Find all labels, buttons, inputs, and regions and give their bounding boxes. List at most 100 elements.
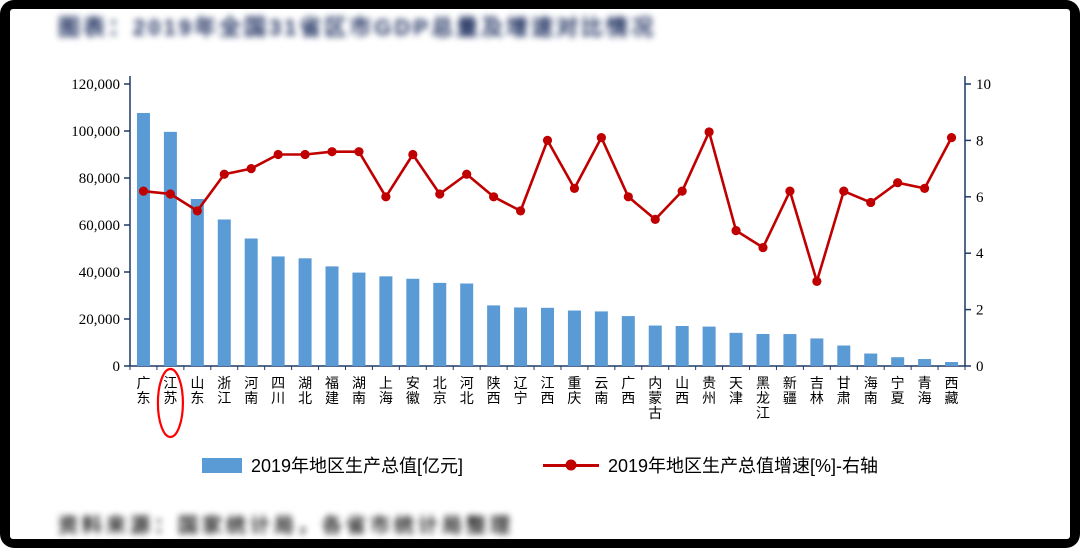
bar-浙江 <box>217 219 231 366</box>
right-tick-label: 4 <box>976 246 984 262</box>
bar-四川 <box>271 256 285 366</box>
bar-福建 <box>325 266 339 366</box>
bar-贵州 <box>702 326 716 366</box>
x-label-黑龙江: 黑龙江 <box>756 375 770 421</box>
x-label-上海: 上海 <box>379 375 393 406</box>
bar-江苏 <box>163 131 177 366</box>
right-tick-label: 10 <box>976 77 991 93</box>
growth-marker <box>165 189 176 199</box>
bar-重庆 <box>567 310 581 366</box>
x-label-青海: 青海 <box>918 375 932 406</box>
highlight-ellipse <box>156 367 185 439</box>
x-label-安徽: 安徽 <box>406 375 420 406</box>
growth-marker <box>866 197 876 208</box>
x-label-广东: 广东 <box>136 375 150 406</box>
growth-marker <box>542 135 553 145</box>
growth-marker <box>246 164 256 174</box>
growth-marker <box>354 147 364 157</box>
x-label-江西: 江西 <box>541 375 555 406</box>
x-label-云南: 云南 <box>594 375 608 406</box>
growth-marker <box>300 149 310 160</box>
x-label-辽宁: 辽宁 <box>514 375 528 406</box>
growth-marker <box>381 192 391 202</box>
left-tick-label: 60,000 <box>79 218 120 234</box>
growth-marker <box>677 186 687 196</box>
bar-西藏 <box>945 362 959 366</box>
growth-marker <box>893 178 903 188</box>
growth-marker <box>273 149 283 160</box>
bar-广东 <box>136 112 150 367</box>
x-label-江苏: 江苏 <box>163 375 177 406</box>
growth-marker <box>435 189 445 199</box>
growth-marker <box>515 206 526 216</box>
bar-甘肃 <box>837 345 851 366</box>
x-label-湖北: 湖北 <box>298 375 312 406</box>
x-label-甘肃: 甘肃 <box>837 375 851 406</box>
right-tick-label: 6 <box>976 190 984 206</box>
bar-安徽 <box>406 278 420 366</box>
right-tick-label: 0 <box>976 359 984 375</box>
growth-marker <box>919 183 930 193</box>
growth-marker <box>758 242 768 253</box>
left-tick-label: 120,000 <box>71 77 120 93</box>
chart-title: 图表：2019年全国31省区市GDP总量及增速对比情况 <box>58 15 657 40</box>
x-label-天津: 天津 <box>729 375 743 406</box>
bar-湖北 <box>298 258 312 366</box>
right-tick-label: 2 <box>976 303 984 319</box>
x-label-山东: 山东 <box>190 375 204 406</box>
growth-marker <box>785 186 795 196</box>
left-tick-label: 100,000 <box>71 124 120 140</box>
bar-山东 <box>190 198 204 366</box>
growth-marker <box>462 169 472 179</box>
growth-marker <box>408 149 418 160</box>
bar-河南 <box>244 238 258 366</box>
x-label-河北: 河北 <box>460 375 474 406</box>
x-label-广西: 广西 <box>621 375 635 406</box>
growth-marker <box>704 127 714 137</box>
growth-marker <box>731 226 741 236</box>
left-tick-label: 40,000 <box>79 265 120 281</box>
bar-黑龙江 <box>756 334 770 366</box>
growth-line <box>143 130 953 283</box>
growth-marker <box>219 169 229 179</box>
legend-line-label: 2019年地区生产总值增速[%]-右轴 <box>608 456 879 476</box>
legend: 2019年地区生产总值[亿元] 2019年地区生产总值增速[%]-右轴 <box>10 452 1070 478</box>
growth-marker <box>812 276 822 286</box>
x-label-山西: 山西 <box>675 375 689 406</box>
left-tick-label: 20,000 <box>79 312 120 328</box>
x-label-湖南: 湖南 <box>352 375 366 406</box>
bar-陕西 <box>487 305 501 366</box>
bar-北京 <box>433 282 447 366</box>
bar-江西 <box>541 307 554 366</box>
legend-bar-label: 2019年地区生产总值[亿元] <box>250 456 463 476</box>
legend-item-growth-line: 2019年地区生产总值增速[%]-右轴 <box>543 452 878 478</box>
growth-marker <box>569 183 580 193</box>
growth-marker <box>596 132 606 143</box>
x-label-新疆: 新疆 <box>783 375 797 406</box>
bar-宁夏 <box>891 357 905 366</box>
x-label-浙江: 浙江 <box>217 375 231 406</box>
growth-marker <box>192 206 202 216</box>
x-label-陕西: 陕西 <box>487 375 501 406</box>
growth-marker <box>839 186 849 196</box>
growth-marker <box>623 192 633 202</box>
bar-内蒙古 <box>648 325 662 366</box>
x-label-重庆: 重庆 <box>567 375 581 406</box>
source-note: 资料来源：国家统计局，各省市统计局整理 <box>58 515 514 537</box>
bar-广西 <box>621 316 635 366</box>
gdp-chart: 0 20,000 40,000 60,000 80,000 100,000 120,000 0… <box>71 76 991 439</box>
x-label-四川: 四川 <box>271 375 285 406</box>
x-label-贵州: 贵州 <box>702 375 716 406</box>
growth-marker <box>650 214 660 224</box>
bar-吉林 <box>810 338 824 366</box>
x-label-吉林: 吉林 <box>810 375 824 406</box>
growth-marker <box>489 192 499 202</box>
x-label-宁夏: 宁夏 <box>891 375 905 406</box>
left-tick-label: 80,000 <box>79 171 120 187</box>
bar-湖南 <box>352 272 366 366</box>
growth-marker <box>138 186 149 196</box>
bar-河北 <box>460 283 474 366</box>
growth-marker <box>946 132 957 143</box>
x-label-内蒙古: 内蒙古 <box>648 375 662 421</box>
x-label-海南: 海南 <box>864 375 878 406</box>
